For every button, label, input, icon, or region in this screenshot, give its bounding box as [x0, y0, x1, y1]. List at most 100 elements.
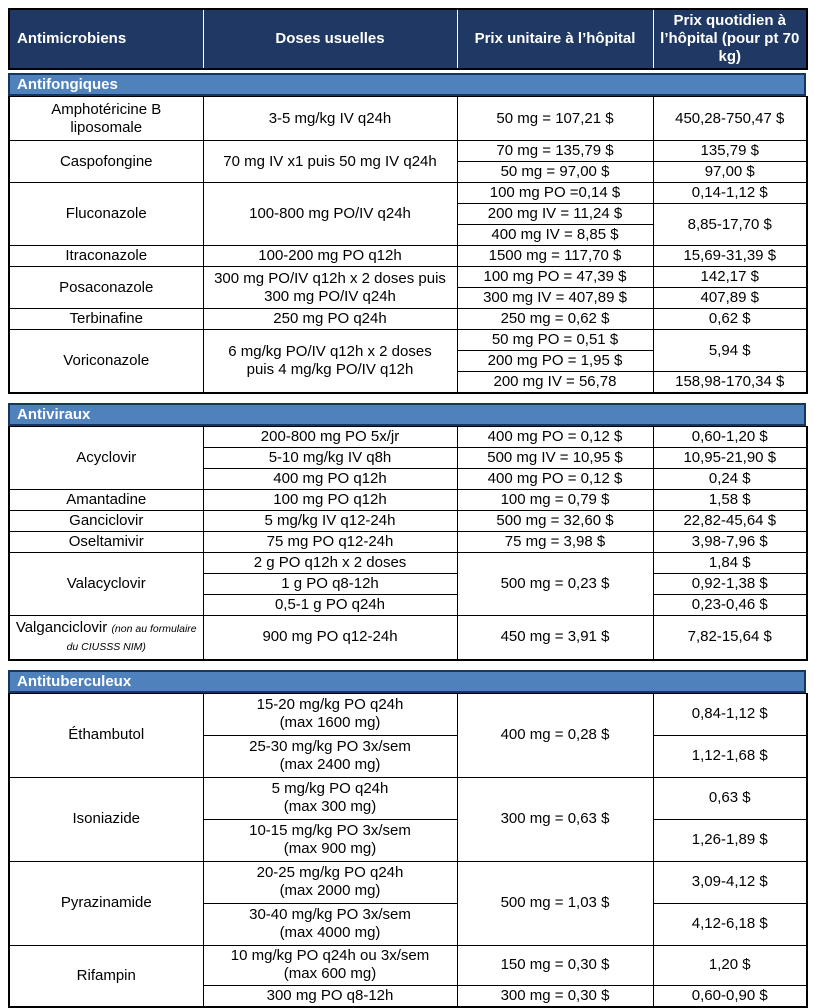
- table-row: 200 mg IV = 11,24 $ 8,85-17,70 $: [9, 203, 808, 246]
- dose-cell: 10 mg/kg PO q24h ou 3x/sem (max 600 mg): [202, 944, 458, 986]
- unit-price-cell: 100 mg = 0,79 $: [456, 489, 654, 511]
- antifongiques-table: Amphotéricine B liposomale 3-5 mg/kg IV …: [8, 96, 808, 394]
- unit-price-cell: 400 mg PO = 0,12 $: [456, 468, 654, 490]
- dose-cell: 250 mg PO q24h: [202, 308, 458, 330]
- unit-price-cell: 500 mg = 0,23 $: [456, 552, 654, 616]
- dose-cell: 70 mg IV x1 puis 50 mg IV q24h: [202, 140, 458, 183]
- unit-price-cell: 100 mg PO =0,14 $: [456, 182, 654, 204]
- unit-price-cell: 500 mg = 32,60 $: [456, 510, 654, 532]
- drug-name: Valacyclovir: [8, 552, 204, 616]
- daily-price-cell: 0,14-1,12 $: [652, 182, 808, 204]
- table-row: 25-30 mg/kg PO 3x/sem (max 2400 mg) 1,12…: [9, 734, 808, 778]
- table-row: Valganciclovir (non au formulaire du CIU…: [8, 615, 808, 660]
- drug-name-text: Valganciclovir: [15, 619, 108, 637]
- table-row: Amantadine 100 mg PO q12h 100 mg = 0,79 …: [8, 489, 808, 511]
- dose-cell: 10-15 mg/kg PO 3x/sem (max 900 mg): [202, 818, 458, 862]
- table-row: 200 mg PO = 1,95 $: [9, 350, 807, 372]
- dose-cell: 30-40 mg/kg PO 3x/sem (max 4000 mg): [202, 902, 458, 946]
- unit-price-cell: 450 mg = 3,91 $: [456, 615, 654, 660]
- unit-price-cell: 100 mg PO = 47,39 $: [456, 266, 654, 288]
- daily-price-cell: 0,63 $: [652, 776, 808, 820]
- dose-cell: 20-25 mg/kg PO q24h (max 2000 mg): [202, 860, 458, 904]
- section-header-antituberculeux: Antituberculeux: [8, 669, 806, 693]
- drug-name: Pyrazinamide: [8, 860, 204, 946]
- table-row: Acyclovir 200-800 mg PO 5x/jr 400 mg PO …: [8, 426, 808, 490]
- drug-name: Éthambutol: [8, 692, 204, 778]
- dose-cell: 3-5 mg/kg IV q24h: [202, 96, 458, 141]
- daily-price-cell: 3,09-4,12 $: [652, 860, 808, 904]
- drug-name: Ganciclovir: [8, 510, 204, 532]
- daily-price-cell: 407,89 $: [652, 287, 808, 309]
- drug-name: Isoniazide: [8, 776, 204, 862]
- table-row: Isoniazide 5 mg/kg PO q24h (max 300 mg) …: [8, 776, 808, 862]
- table-row: 50 mg = 97,00 $ 97,00 $: [9, 161, 808, 183]
- column-header-prix-quotidien: Prix quotidien à l’hôpital (pour pt 70 k…: [652, 8, 808, 70]
- unit-price-cell: 300 mg IV = 407,89 $: [456, 287, 654, 309]
- section-header-antifongiques: Antifongiques: [8, 73, 806, 96]
- drug-name: Voriconazole: [8, 329, 204, 394]
- unit-price-cell: 400 mg = 0,28 $: [456, 692, 654, 778]
- daily-price-cell: 142,17 $: [652, 266, 808, 288]
- table-row: Rifampin 10 mg/kg PO q24h ou 3x/sem (max…: [8, 944, 808, 1007]
- unit-price-cell: 500 mg IV = 10,95 $: [456, 447, 654, 469]
- daily-price-cell: 0,24 $: [652, 468, 808, 490]
- table-row: Valacyclovir 2 g PO q12h x 2 doses 500 m…: [8, 552, 808, 616]
- drug-name: Posaconazole: [8, 266, 204, 309]
- section-header-antiviraux: Antiviraux: [8, 403, 806, 426]
- unit-price-cell: 300 mg = 0,30 $: [456, 984, 654, 1007]
- antiviraux-table: Acyclovir 200-800 mg PO 5x/jr 400 mg PO …: [8, 426, 808, 661]
- dose-cell: 5 mg/kg IV q12-24h: [202, 510, 458, 532]
- daily-price-cell: 1,20 $: [652, 944, 808, 986]
- table-row: 10-15 mg/kg PO 3x/sem (max 900 mg) 1,26-…: [9, 818, 808, 862]
- unit-price-cell: 70 mg = 135,79 $: [456, 140, 654, 162]
- daily-price-cell: 0,23-0,46 $: [652, 594, 808, 616]
- dose-cell: 15-20 mg/kg PO q24h (max 1600 mg): [202, 692, 458, 736]
- table-row: 1 g PO q8-12h 0,92-1,38 $: [9, 573, 808, 595]
- drug-name: Amantadine: [8, 489, 204, 511]
- daily-price-cell: 22,82-45,64 $: [652, 510, 808, 532]
- unit-price-cell: 150 mg = 0,30 $: [456, 944, 654, 986]
- dose-cell: 300 mg PO/IV q12h x 2 doses puis 300 mg …: [202, 266, 458, 309]
- daily-price-cell: 0,60-1,20 $: [652, 426, 808, 448]
- table-row: Voriconazole 6 mg/kg PO/IV q12h x 2 dose…: [8, 329, 808, 394]
- table-row: 0,5-1 g PO q24h 0,23-0,46 $: [9, 594, 808, 616]
- daily-price-cell: 1,12-1,68 $: [652, 734, 808, 778]
- column-header-doses-usuelles: Doses usuelles: [202, 8, 458, 70]
- daily-price-cell: 135,79 $: [652, 140, 808, 162]
- unit-price-cell: 300 mg = 0,63 $: [456, 776, 654, 862]
- daily-price-cell: 3,98-7,96 $: [652, 531, 808, 553]
- unit-price-cell: 75 mg = 3,98 $: [456, 531, 654, 553]
- unit-price-cell: 400 mg IV = 8,85 $: [456, 224, 654, 246]
- table-row: 5-10 mg/kg IV q8h 500 mg IV = 10,95 $ 10…: [9, 447, 808, 469]
- table-row: 200 mg IV = 56,78 158,98-170,34 $: [9, 371, 808, 394]
- dose-cell: 2 g PO q12h x 2 doses: [202, 552, 458, 574]
- column-header-antimicrobiens: Antimicrobiens: [8, 8, 204, 70]
- daily-price-cell: 1,84 $: [652, 552, 808, 574]
- drug-name: Terbinafine: [8, 308, 204, 330]
- daily-price-cell: 7,82-15,64 $: [652, 615, 808, 660]
- daily-price-cell: 158,98-170,34 $: [652, 371, 808, 394]
- daily-price-cell: 15,69-31,39 $: [652, 245, 808, 267]
- column-header-prix-unitaire: Prix unitaire à l’hôpital: [456, 8, 654, 70]
- dose-cell: 100-800 mg PO/IV q24h: [202, 182, 458, 246]
- dose-cell: 200-800 mg PO 5x/jr: [202, 426, 458, 448]
- unit-price-cell: 200 mg IV = 11,24 $: [456, 203, 654, 225]
- dose-cell: 400 mg PO q12h: [202, 468, 458, 490]
- table-row: Terbinafine 250 mg PO q24h 250 mg = 0,62…: [8, 308, 808, 330]
- table-row: Caspofongine 70 mg IV x1 puis 50 mg IV q…: [8, 140, 808, 183]
- unit-price-cell: 250 mg = 0,62 $: [456, 308, 654, 330]
- daily-price-cell: 0,92-1,38 $: [652, 573, 808, 595]
- drug-name: Itraconazole: [8, 245, 204, 267]
- daily-price-cell: 8,85-17,70 $: [652, 203, 808, 246]
- table-row: Fluconazole 100-800 mg PO/IV q24h 100 mg…: [8, 182, 808, 246]
- daily-price-cell: 5,94 $: [652, 329, 808, 372]
- table-row: Itraconazole 100-200 mg PO q12h 1500 mg …: [8, 245, 808, 267]
- daily-price-cell: 4,12-6,18 $: [652, 902, 808, 946]
- drug-name-note: (non au formulaire du CIUSSS NIM): [66, 623, 197, 654]
- formulary-header-table: Antimicrobiens Doses usuelles Prix unita…: [8, 8, 808, 70]
- dose-cell: 6 mg/kg PO/IV q12h x 2 doses puis 4 mg/k…: [202, 329, 458, 394]
- table-row: 30-40 mg/kg PO 3x/sem (max 4000 mg) 4,12…: [9, 902, 808, 946]
- table-row: 300 mg IV = 407,89 $ 407,89 $: [9, 287, 808, 309]
- drug-name: Oseltamivir: [8, 531, 204, 553]
- unit-price-cell: 200 mg IV = 56,78: [456, 371, 654, 394]
